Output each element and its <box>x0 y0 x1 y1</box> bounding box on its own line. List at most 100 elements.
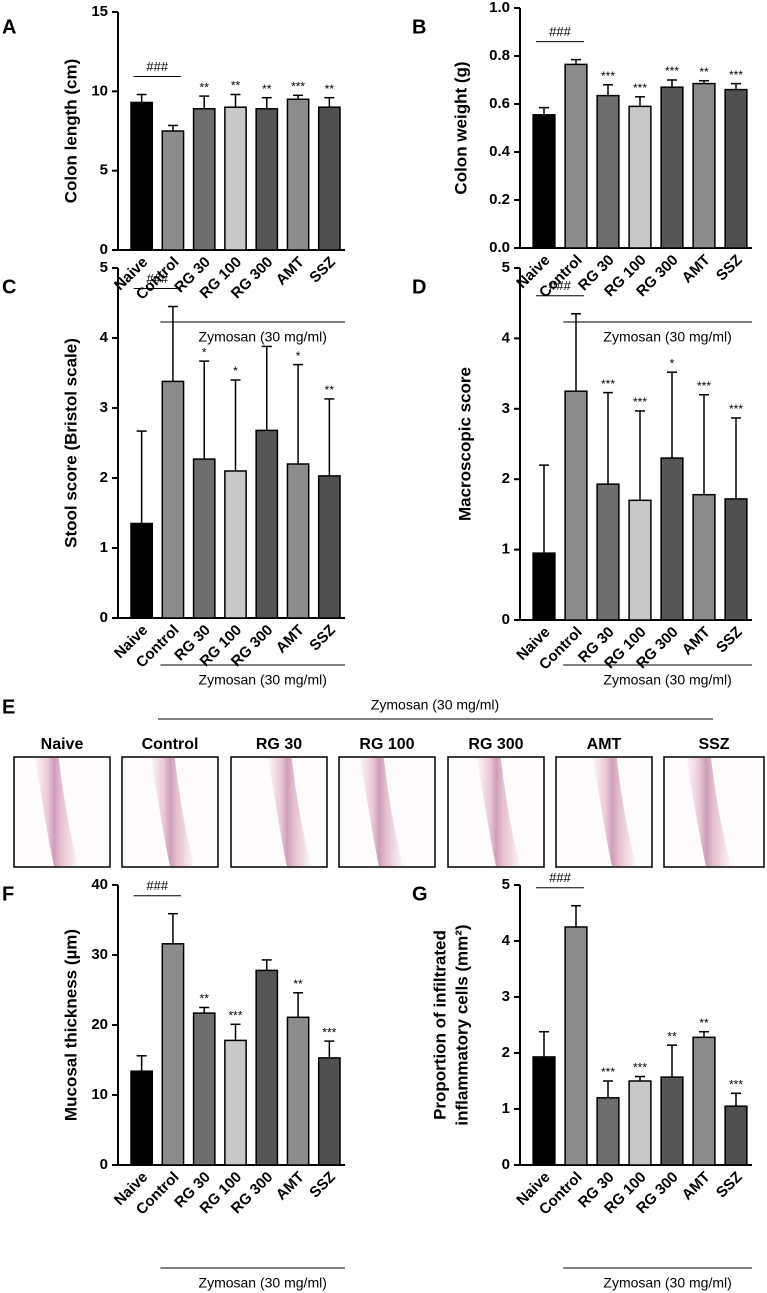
y-tick-label: 3 <box>502 988 510 1005</box>
bar <box>628 499 652 621</box>
bar <box>161 380 185 619</box>
y-tick-label: 3 <box>502 400 510 417</box>
bar <box>317 1057 341 1166</box>
y-tick-label: 2 <box>502 470 510 487</box>
hash-label: ### <box>549 24 571 39</box>
hash-label: ### <box>146 878 168 893</box>
significance-label: *** <box>729 68 743 82</box>
y-axis-label: Proportion of infiltrated <box>430 930 449 1120</box>
panel-label: F <box>2 883 14 905</box>
y-tick-label: 0.4 <box>489 143 511 160</box>
hash-label: ### <box>549 278 571 293</box>
x-tick-label: SSZ <box>713 252 746 285</box>
y-axis-label: Colon length (cm) <box>61 59 80 203</box>
y-tick-label: 4 <box>502 329 511 346</box>
bar <box>596 1097 620 1166</box>
hash-label: ### <box>549 870 571 885</box>
x-tick-label: SSZ <box>713 1169 746 1202</box>
bar <box>724 88 748 249</box>
image-title: SSZ <box>698 736 729 753</box>
significance-label: *** <box>665 64 679 78</box>
y-tick-label: 1 <box>502 541 510 558</box>
y-tick-label: 4 <box>100 329 109 346</box>
y-tick-label: 1 <box>100 539 108 556</box>
bar <box>660 1076 684 1166</box>
y-tick-label: 0 <box>502 611 510 628</box>
y-tick-label: 2 <box>502 1044 510 1061</box>
bar <box>532 114 556 249</box>
x-tick-label: SSZ <box>306 254 339 287</box>
bar <box>286 98 310 251</box>
group-label: Zymosan (30 mg/ml) <box>371 697 499 713</box>
y-tick-label: 1.0 <box>489 0 510 16</box>
x-tick-label: AMT <box>273 1169 308 1204</box>
bar <box>564 926 588 1166</box>
bar <box>532 552 556 621</box>
y-axis-label: Macroscopic score <box>455 367 474 521</box>
significance-label: *** <box>291 79 305 93</box>
significance-label: *** <box>601 377 615 391</box>
panel-label: E <box>2 696 15 718</box>
bar <box>660 457 684 621</box>
y-axis-label: inflammatory cells (mm²) <box>452 924 471 1125</box>
y-tick-label: 20 <box>91 1016 108 1033</box>
group-label: Zymosan (30 mg/ml) <box>603 672 731 688</box>
y-tick-label: 5 <box>100 259 108 276</box>
bar <box>130 522 154 619</box>
x-tick-label: AMT <box>679 624 714 659</box>
significance-label: ** <box>200 80 210 94</box>
bar <box>532 1056 556 1166</box>
bar <box>255 969 279 1166</box>
y-tick-label: 5 <box>100 162 108 179</box>
significance-label: * <box>202 345 207 359</box>
significance-label: ** <box>699 65 709 79</box>
y-tick-label: 30 <box>91 946 108 963</box>
image-title: AMT <box>587 736 622 753</box>
x-tick-label: AMT <box>273 254 308 289</box>
hash-label: ### <box>146 271 168 286</box>
significance-label: * <box>233 364 238 378</box>
y-tick-label: 0.8 <box>489 47 510 64</box>
significance-label: * <box>670 356 675 370</box>
group-label: Zymosan (30 mg/ml) <box>603 329 731 345</box>
y-tick-label: 5 <box>502 259 510 276</box>
x-tick-label: AMT <box>273 622 308 657</box>
bar <box>255 108 279 251</box>
bar <box>192 1012 216 1166</box>
y-tick-label: 10 <box>91 82 108 99</box>
y-tick-label: 5 <box>502 876 510 893</box>
panel-label: C <box>2 276 16 298</box>
x-tick-label: SSZ <box>713 624 746 657</box>
group-label: Zymosan (30 mg/ml) <box>603 1275 731 1291</box>
bar <box>596 483 620 621</box>
y-tick-label: 10 <box>91 1086 108 1103</box>
significance-label: ** <box>325 82 335 96</box>
bar <box>224 1039 247 1166</box>
significance-label: ** <box>699 1016 709 1030</box>
bar <box>286 463 310 619</box>
bar <box>564 63 588 249</box>
bar <box>161 130 185 251</box>
tissue-image <box>150 758 194 866</box>
panel-label: A <box>2 16 16 38</box>
x-tick-label: SSZ <box>306 622 339 655</box>
group-label: Zymosan (30 mg/ml) <box>199 329 327 345</box>
significance-label: *** <box>601 1065 615 1079</box>
group-label: Zymosan (30 mg/ml) <box>199 672 327 688</box>
bar <box>660 86 684 249</box>
bar <box>628 1080 652 1166</box>
significance-label: * <box>296 349 301 363</box>
significance-label: *** <box>228 1008 242 1022</box>
bar <box>692 493 716 621</box>
bar <box>130 101 154 251</box>
tissue-image <box>359 758 403 866</box>
bar <box>286 1016 310 1166</box>
bar <box>224 106 247 251</box>
panel-label: D <box>412 276 426 298</box>
y-tick-label: 0 <box>100 1156 108 1173</box>
significance-label: *** <box>697 379 711 393</box>
bar <box>317 106 341 251</box>
y-tick-label: 0 <box>100 609 108 626</box>
y-tick-label: 2 <box>100 469 108 486</box>
